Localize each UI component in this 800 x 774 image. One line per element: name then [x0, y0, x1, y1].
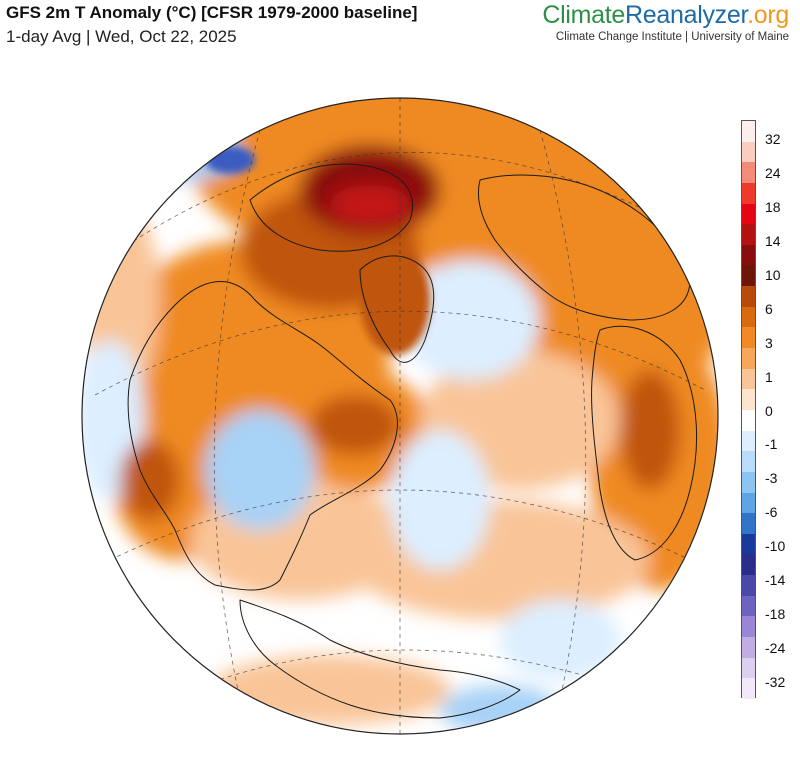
- colorbar-segment: [742, 182, 755, 204]
- colorbar-segment: [742, 657, 755, 679]
- colorbar-segment: [742, 141, 755, 163]
- colorbar-tick-label: 14: [765, 232, 781, 249]
- chart-subtitle: 1-day Avg | Wed, Oct 22, 2025: [6, 27, 237, 46]
- colorbar-tick-label: 6: [765, 300, 773, 317]
- colorbar-tick-label: -18: [765, 606, 786, 623]
- colorbar-segment: [742, 286, 755, 307]
- brand-name-part2: Reanalyzer: [625, 1, 748, 29]
- colorbar-segment: [742, 203, 755, 225]
- colorbar: [741, 120, 756, 699]
- colorbar-segment: [742, 306, 755, 328]
- colorbar-segment: [742, 121, 755, 142]
- colorbar-tick-label: 24: [765, 164, 781, 181]
- globe-outline: [81, 97, 719, 735]
- colorbar-segment: [742, 162, 755, 183]
- colorbar-tick-label: 18: [765, 198, 781, 215]
- colorbar-tick-label: -10: [765, 538, 786, 555]
- brand-affiliation: Climate Change Institute | University of…: [555, 31, 789, 43]
- colorbar-segment: [742, 637, 755, 658]
- colorbar-segment: [742, 513, 755, 534]
- colorbar-segment: [742, 244, 755, 266]
- colorbar-segment: [742, 554, 755, 576]
- colorbar-tick-label: 3: [765, 334, 773, 351]
- colorbar-segment: [742, 451, 755, 472]
- colorbar-tick-label: 32: [765, 131, 781, 147]
- brand-name-part3: .org: [747, 1, 789, 29]
- colorbar-tick-label: -3: [765, 470, 778, 487]
- colorbar-tick-label: -1: [765, 436, 778, 453]
- colorbar-segment: [742, 575, 755, 596]
- colorbar-tick-label: -24: [765, 640, 786, 657]
- chart-title: GFS 2m T Anomaly (°C) [CFSR 1979-2000 ba…: [6, 3, 418, 22]
- colorbar-tick-label: 10: [765, 266, 781, 283]
- colorbar-segment: [742, 409, 755, 431]
- graticule: [94, 98, 706, 734]
- colorbar-segment: [742, 389, 755, 410]
- colorbar-segment: [742, 678, 755, 699]
- brand-name-part1: Climate: [542, 1, 626, 29]
- colorbar-segment: [742, 224, 755, 245]
- colorbar-segment: [742, 430, 755, 452]
- brand-logo[interactable]: ClimateReanalyzer.org: [542, 1, 789, 30]
- colorbar-tick-label: -14: [765, 572, 786, 589]
- colorbar-segment: [742, 471, 755, 493]
- colorbar-segment: [742, 595, 755, 617]
- colorbar-tick-label: -6: [765, 504, 778, 521]
- colorbar-segment: [742, 348, 755, 369]
- colorbar-tick-label: 1: [765, 368, 773, 385]
- colorbar-segment: [742, 265, 755, 287]
- colorbar-tick-label: 0: [765, 402, 773, 419]
- coastlines: [127, 163, 698, 719]
- colorbar-tick-label: -32: [765, 674, 786, 690]
- colorbar-segment: [742, 616, 755, 638]
- colorbar-segment: [742, 368, 755, 390]
- colorbar-segment: [742, 327, 755, 349]
- colorbar-segment: [742, 492, 755, 514]
- colorbar-segment: [742, 533, 755, 555]
